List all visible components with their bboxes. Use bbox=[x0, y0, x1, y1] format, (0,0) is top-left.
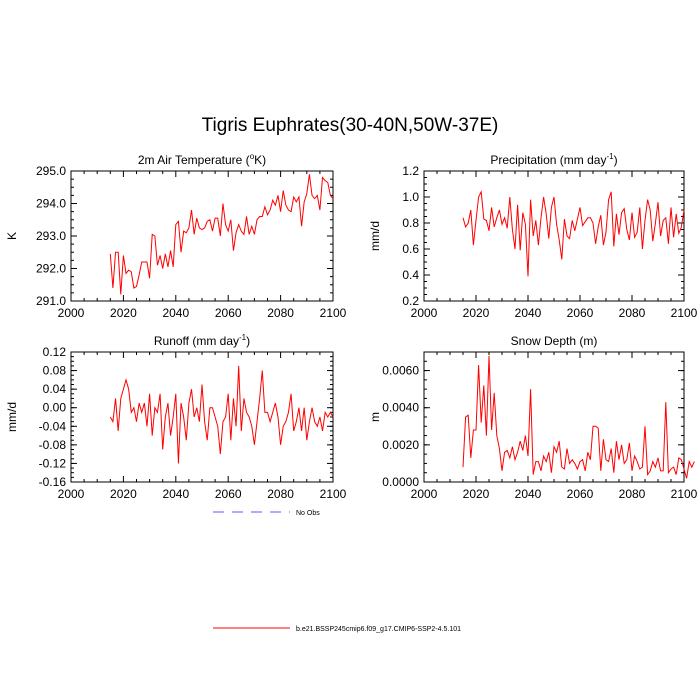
series-line bbox=[462, 190, 685, 277]
x-tick-label: 2040 bbox=[515, 487, 542, 501]
x-tick-label: 2040 bbox=[162, 487, 189, 501]
x-tick-label: 2020 bbox=[463, 306, 490, 320]
y-tick-label: 291.0 bbox=[36, 294, 66, 308]
y-tick-label: -0.16 bbox=[39, 475, 67, 489]
y-tick-label: 0.6 bbox=[402, 242, 419, 256]
x-tick-label: 2080 bbox=[267, 487, 294, 501]
y-tick-label: 0.4 bbox=[402, 268, 419, 282]
x-tick-label: 2020 bbox=[463, 487, 490, 501]
y-tick-label: 0.12 bbox=[43, 345, 67, 359]
y-axis-label: mm/d bbox=[368, 221, 382, 251]
y-axis-label: mm/d bbox=[5, 402, 19, 432]
x-tick-label: 2040 bbox=[162, 306, 189, 320]
x-tick-label: 2060 bbox=[215, 487, 242, 501]
panel-title: Snow Depth (m) bbox=[511, 334, 598, 348]
x-tick-label: 2100 bbox=[671, 487, 698, 501]
x-tick-label: 2060 bbox=[567, 487, 594, 501]
panel-snow-depth: Snow Depth (m) 2000 2020 2040 2060 2080 2100 0.… bbox=[368, 334, 698, 501]
x-tick-label: 2020 bbox=[110, 487, 137, 501]
y-tick-label: 0.0020 bbox=[382, 438, 419, 452]
y-tick-label: -0.04 bbox=[39, 419, 67, 433]
x-tick-label: 2100 bbox=[671, 306, 698, 320]
x-tick-label: 2060 bbox=[215, 306, 242, 320]
panel-runoff: Runoff (mm day-1) 2000 2020 2040 2060 2080 210… bbox=[5, 333, 347, 501]
x-tick-label: 2020 bbox=[110, 306, 137, 320]
plot-frame bbox=[423, 170, 685, 302]
y-tick-label: 0.0000 bbox=[382, 475, 419, 489]
y-tick-label: 293.0 bbox=[36, 229, 66, 243]
y-tick-label: -0.08 bbox=[39, 438, 67, 452]
y-tick-label: 0.08 bbox=[43, 364, 67, 378]
x-tick-label: 2060 bbox=[567, 306, 594, 320]
y-tick-label: 0.8 bbox=[402, 216, 419, 230]
y-tick-label: 1.2 bbox=[402, 164, 419, 178]
x-tick-label: 2080 bbox=[619, 487, 646, 501]
panel-title: Runoff (mm day-1) bbox=[154, 333, 250, 348]
x-tick-label: 2080 bbox=[267, 306, 294, 320]
x-tick-label: 2100 bbox=[320, 306, 347, 320]
x-tick-label: 2000 bbox=[58, 487, 85, 501]
series-line bbox=[109, 174, 334, 295]
x-tick-label: 2000 bbox=[411, 306, 438, 320]
x-tick-label: 2000 bbox=[411, 487, 438, 501]
legend-model-label: b.e21.BSSP245cmip6.f09_g17.CMIP6-SSP2-4.… bbox=[296, 626, 461, 633]
x-tick-label: 2000 bbox=[58, 306, 85, 320]
y-tick-label: 0.04 bbox=[43, 382, 67, 396]
panel-precipitation: Precipitation (mm day-1) 2000 2020 2040 2060… bbox=[368, 152, 698, 320]
legend: No Obs b.e21.BSSP245cmip6.f09_g17.CMIP6-… bbox=[213, 510, 461, 633]
y-tick-label: 294.0 bbox=[36, 197, 66, 211]
figure-title: Tigris Euphrates(30-40N,50W-37E) bbox=[201, 115, 499, 136]
x-tick-label: 2040 bbox=[515, 306, 542, 320]
y-tick-label: 1.0 bbox=[402, 190, 419, 204]
x-tick-label: 2080 bbox=[619, 306, 646, 320]
y-tick-label: -0.12 bbox=[39, 456, 67, 470]
series-line bbox=[462, 355, 695, 479]
panel-title: 2m Air Temperature (oK) bbox=[138, 152, 266, 167]
plot-frame bbox=[70, 170, 334, 302]
y-axis-label: m bbox=[368, 412, 382, 422]
series-line bbox=[109, 365, 334, 464]
y-tick-label: 0.00 bbox=[43, 401, 67, 415]
y-axis-label: K bbox=[5, 232, 19, 240]
panel-air-temperature: 2m Air Temperature (oK) 2000 2020 2040 2060 2… bbox=[5, 152, 347, 320]
y-tick-label: 0.0040 bbox=[382, 401, 419, 415]
y-tick-label: 0.0060 bbox=[382, 364, 419, 378]
y-tick-label: 292.0 bbox=[36, 262, 66, 276]
y-tick-label: 295.0 bbox=[36, 164, 66, 178]
x-tick-label: 2100 bbox=[320, 487, 347, 501]
legend-no-obs-label: No Obs bbox=[296, 510, 320, 517]
panel-title: Precipitation (mm day-1) bbox=[490, 152, 617, 167]
y-tick-label: 0.2 bbox=[402, 294, 419, 308]
